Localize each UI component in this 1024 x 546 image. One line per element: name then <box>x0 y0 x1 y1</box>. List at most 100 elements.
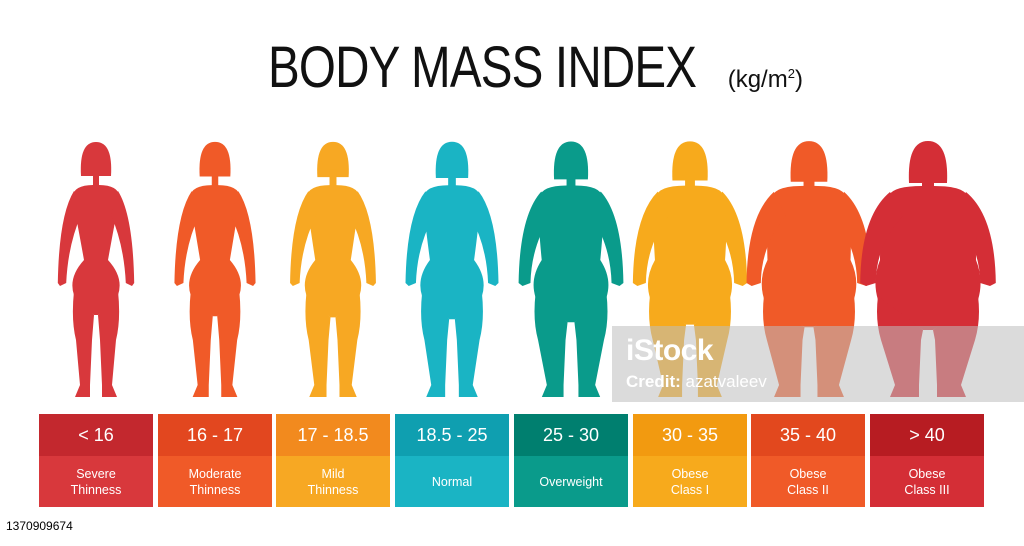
right-arm <box>953 192 996 286</box>
bmi-card: > 40 Obese Class III <box>870 414 984 507</box>
bmi-label-line1: Moderate <box>188 466 242 481</box>
bmi-label-line2: Class I <box>670 482 710 497</box>
neck <box>566 171 576 190</box>
bmi-label: Obese Class III <box>870 456 984 507</box>
bmi-card: 35 - 40 Obese Class II <box>751 414 865 507</box>
watermark-credit: Credit: azatvaleev <box>626 372 767 392</box>
bmi-range: 25 - 30 <box>514 414 628 456</box>
right-leg <box>335 291 361 397</box>
neck <box>93 168 99 189</box>
right-arm <box>230 191 256 286</box>
torso <box>647 185 733 325</box>
bmi-label-line1: Obese <box>789 466 827 481</box>
title-block: BODY MASS INDEX (kg/m2) <box>0 34 1024 101</box>
bmi-label-line2: Class III <box>904 482 950 497</box>
body-silhouette <box>405 141 499 397</box>
right-leg <box>217 291 241 397</box>
right-arm <box>711 191 748 286</box>
torso <box>304 185 362 318</box>
bmi-label: Severe Thinness <box>39 456 153 507</box>
bmi-label-line2: Thinness <box>70 482 122 497</box>
head <box>913 143 943 179</box>
left-arm <box>174 191 200 286</box>
unit-base: (kg/m <box>727 66 788 93</box>
torso <box>72 185 120 315</box>
unit-exponent: 2 <box>787 66 795 81</box>
left-leg <box>305 291 331 397</box>
left-arm <box>57 191 81 286</box>
left-leg <box>421 292 450 397</box>
head <box>203 144 227 173</box>
torso <box>189 185 241 317</box>
neck <box>803 173 815 190</box>
left-arm <box>290 191 317 286</box>
right-leg <box>574 293 608 397</box>
neck <box>211 168 219 190</box>
right-arm <box>349 191 376 286</box>
stock-id: 1370909674 <box>0 517 79 535</box>
right-arm <box>590 191 624 286</box>
torso <box>420 185 484 320</box>
left-arm <box>746 191 786 286</box>
bmi-range: 18.5 - 25 <box>395 414 509 456</box>
bmi-range: 16 - 17 <box>158 414 272 456</box>
left-leg <box>72 291 94 397</box>
torso <box>533 185 609 323</box>
bmi-label: Mild Thinness <box>276 456 390 507</box>
head <box>795 143 823 178</box>
bmi-label: Obese Class I <box>633 456 747 507</box>
head <box>439 144 465 174</box>
head <box>321 144 345 173</box>
bmi-card: 16 - 17 Moderate Thinness <box>158 414 272 507</box>
body-silhouette <box>57 142 135 397</box>
bmi-card: 25 - 30 Overweight <box>514 414 628 507</box>
right-arm <box>469 191 499 286</box>
left-leg <box>534 293 568 397</box>
neck <box>685 172 695 190</box>
body-silhouette <box>518 141 624 397</box>
watermark-band <box>612 326 1024 402</box>
bmi-range: > 40 <box>870 414 984 456</box>
torso <box>761 185 857 328</box>
bmi-label-line1: Severe <box>76 466 116 481</box>
unit-label: (kg/m2) <box>728 66 803 94</box>
right-leg <box>454 292 483 397</box>
bmi-label-line2: Thinness <box>307 482 359 497</box>
bmi-label-line2: Thinness <box>189 482 241 497</box>
left-arm <box>860 192 903 286</box>
left-arm <box>632 191 669 286</box>
bmi-label: Moderate Thinness <box>158 456 272 507</box>
head <box>676 143 704 177</box>
body-silhouette <box>290 141 376 397</box>
bmi-label-line2: Class II <box>787 482 829 497</box>
bmi-label: Normal <box>395 456 509 507</box>
bmi-label-line1: Obese <box>671 466 709 481</box>
right-arm <box>111 191 135 286</box>
bmi-range: 35 - 40 <box>751 414 865 456</box>
bmi-label: Obese Class II <box>751 456 865 507</box>
left-arm <box>405 191 435 286</box>
credit-name: azatvaleev <box>685 372 767 391</box>
unit-close: ) <box>794 66 803 93</box>
left-arm <box>518 191 552 286</box>
bmi-label: Overweight <box>514 456 628 507</box>
bmi-label-line1: Normal <box>431 474 473 489</box>
head <box>558 143 584 176</box>
bmi-range: 30 - 35 <box>633 414 747 456</box>
bmi-label-line1: Obese <box>908 466 946 481</box>
watermark-logo: iStock <box>626 334 714 367</box>
head <box>84 144 108 172</box>
bmi-card: 17 - 18.5 Mild Thinness <box>276 414 390 507</box>
right-leg <box>98 291 120 397</box>
torso <box>875 186 981 330</box>
body-silhouette <box>174 141 256 397</box>
neck <box>329 169 337 190</box>
bmi-card: < 16 Severe Thinness <box>39 414 153 507</box>
bmi-label-line1: Mild <box>321 466 345 481</box>
bmi-label-line1: Overweight <box>539 474 603 489</box>
bmi-range: 17 - 18.5 <box>276 414 390 456</box>
bmi-card: 30 - 35 Obese Class I <box>633 414 747 507</box>
neck <box>448 169 456 190</box>
left-leg <box>189 291 213 397</box>
page-title: BODY MASS INDEX <box>268 35 697 100</box>
